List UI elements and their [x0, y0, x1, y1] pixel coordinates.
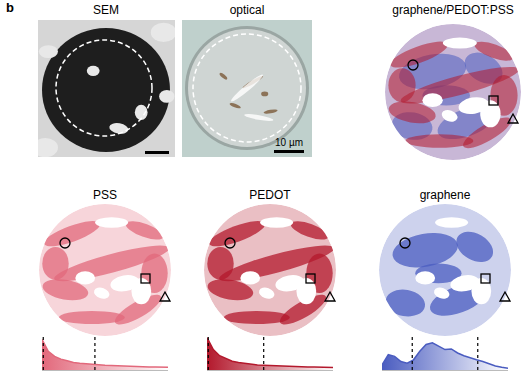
- svg-text:SEM: SEM: [93, 3, 119, 17]
- svg-text:optical: optical: [230, 3, 265, 17]
- svg-text:graphene/PEDOT:PSS: graphene/PEDOT:PSS: [392, 3, 513, 17]
- svg-text:10 µm: 10 µm: [275, 137, 303, 148]
- svg-text:PSS: PSS: [93, 188, 117, 202]
- svg-text:b: b: [6, 0, 14, 15]
- svg-text:graphene: graphene: [420, 188, 471, 202]
- svg-text:PEDOT: PEDOT: [249, 188, 291, 202]
